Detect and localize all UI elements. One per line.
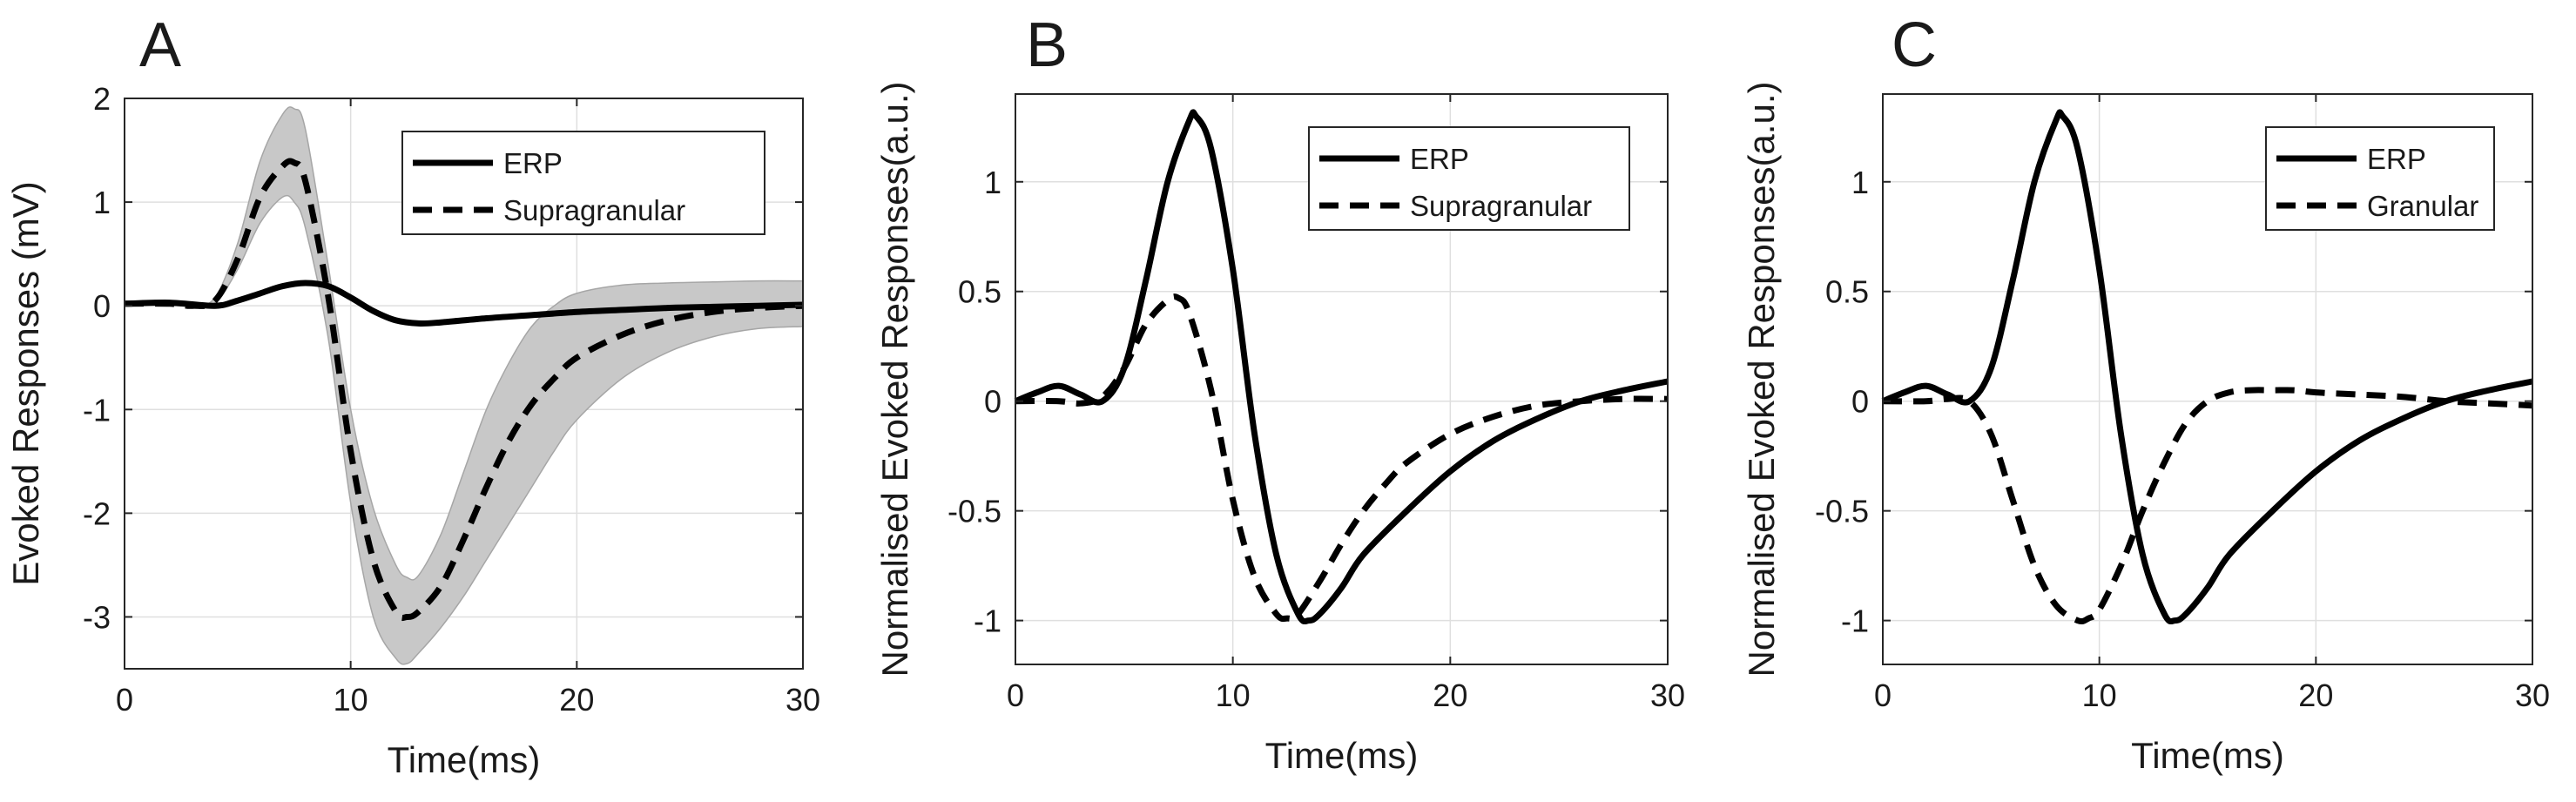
y-axis-label: Normalised Evoked Responses(a.u.): [1741, 82, 1782, 677]
x-tick-label: 10: [334, 682, 368, 718]
legend-box: [401, 131, 765, 235]
y-axis-label: Normalised Evoked Responses(a.u.): [874, 82, 915, 677]
axes-box-a: [124, 98, 804, 670]
y-tick-label: 0.5: [958, 274, 1001, 310]
panel-c: 0 10 20 30 -1 -0.5 0 0.5 1 Time(ms) Normalised Evo…: [1741, 10, 2550, 776]
y-tick-label: -2: [83, 495, 111, 531]
y-tick-label: 1: [93, 185, 111, 220]
legend-label: ERP: [2367, 143, 2426, 175]
x-tick-label: 0: [1874, 677, 1892, 713]
legend-b: ERP Supragranular: [1308, 126, 1630, 231]
series-line-supragranular: [1015, 293, 1669, 623]
x-axis-label: Time(ms): [2131, 735, 2284, 776]
y-tick-label: 1: [984, 165, 1001, 200]
series-line-erp: [1881, 109, 2533, 625]
x-tick-label: 0: [116, 682, 133, 718]
y-tick-label: -0.5: [947, 494, 1001, 529]
y-tick-label: -3: [83, 599, 111, 635]
legend-box: [1308, 126, 1630, 231]
panel-letter: B: [1026, 10, 1068, 80]
series-line-erp: [124, 280, 804, 327]
series-line-supragranular: [124, 158, 804, 622]
panel-b: 0 10 20 30 -1 -0.5 0 0.5 1 Time(ms) Normalised Evo…: [874, 10, 1685, 776]
legend-box: [2265, 126, 2495, 231]
legend-label: ERP: [1410, 143, 1469, 175]
x-tick-label: 10: [2082, 677, 2117, 713]
legend-c: ERP Granular: [2265, 126, 2495, 231]
confidence-band: [124, 106, 804, 665]
y-tick-label: -1: [83, 392, 111, 428]
x-tick-label: 20: [1433, 677, 1467, 713]
legend-label: Supragranular: [503, 194, 685, 226]
axes-box-c: [1882, 93, 2533, 665]
x-tick-label: 10: [1216, 677, 1251, 713]
x-tick-label: 20: [559, 682, 594, 718]
y-tick-label: 0: [1851, 384, 1869, 420]
x-axis-label: Time(ms): [1265, 735, 1419, 776]
legend-a: ERP Supragranular: [401, 131, 765, 235]
x-tick-label: 0: [1007, 677, 1024, 713]
series-line-erp: [1014, 109, 1669, 625]
legend-label: Granular: [2367, 190, 2478, 222]
legend-label: Supragranular: [1410, 190, 1592, 222]
panel-a: 0 10 20 30 -3 -2 -1 0 1 2 Time(ms) Evoked Responses…: [5, 10, 820, 780]
y-axis-label: Evoked Responses (mV): [5, 181, 46, 586]
y-tick-label: 2: [93, 81, 111, 117]
legend-label: ERP: [503, 147, 563, 179]
x-axis-label: Time(ms): [388, 739, 541, 780]
x-tick-label: 30: [2515, 677, 2550, 713]
panel-letter: A: [139, 10, 181, 80]
y-tick-label: -0.5: [1815, 494, 1869, 529]
y-tick-label: 0: [93, 288, 111, 324]
y-tick-label: 0: [984, 384, 1001, 420]
panel-letter: C: [1892, 10, 1937, 80]
series-line-granular: [1882, 387, 2533, 625]
y-tick-label: -1: [974, 603, 1001, 639]
x-tick-label: 30: [1650, 677, 1685, 713]
y-tick-label: -1: [1841, 603, 1869, 639]
x-tick-label: 20: [2298, 677, 2333, 713]
y-tick-label: 1: [1851, 165, 1869, 200]
y-tick-label: 0.5: [1825, 274, 1869, 310]
x-tick-label: 30: [786, 682, 820, 718]
axes-box-b: [1015, 93, 1669, 665]
